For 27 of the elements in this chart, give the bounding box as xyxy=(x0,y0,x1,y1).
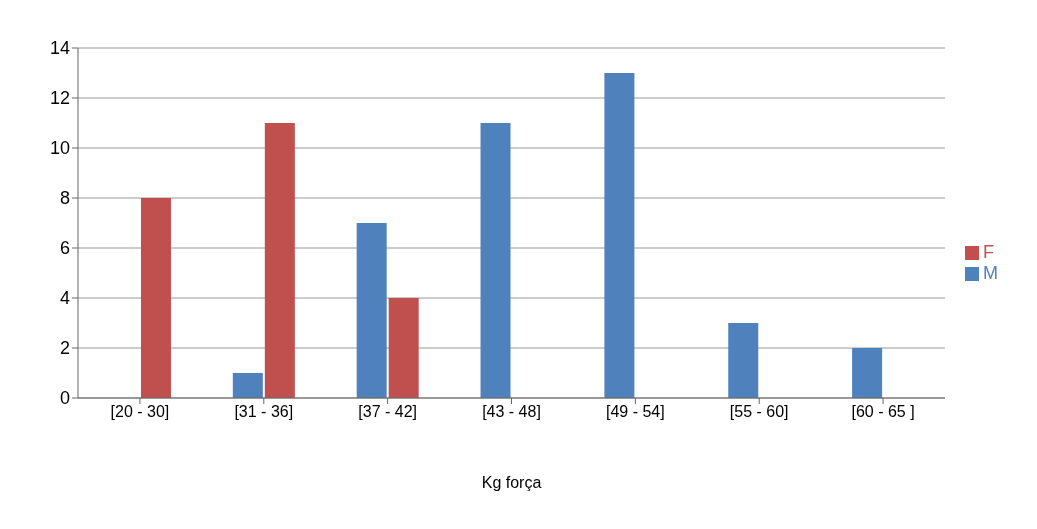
bar xyxy=(480,123,511,398)
y-tick-label: 12 xyxy=(49,88,70,109)
x-tick-label: [31 - 36] xyxy=(234,403,294,421)
x-tick-label: [60 - 65 ] xyxy=(851,403,915,421)
y-tick-label: 4 xyxy=(59,288,70,309)
bar xyxy=(604,73,635,398)
y-tick-label: 6 xyxy=(59,238,70,259)
bar xyxy=(140,198,171,398)
bar xyxy=(728,323,759,398)
y-tick-label: 10 xyxy=(49,138,70,159)
bar xyxy=(852,348,883,398)
x-tick-label: [20 - 30] xyxy=(110,403,170,421)
legend-label: F xyxy=(983,242,994,262)
y-tick-label: 8 xyxy=(59,188,70,209)
x-tick-label: [49 - 54] xyxy=(606,403,665,421)
bar xyxy=(388,298,419,398)
bar xyxy=(356,223,387,398)
y-tick-label: 14 xyxy=(49,38,70,59)
y-tick-label: 2 xyxy=(59,338,70,359)
x-tick-label: [55 - 60] xyxy=(729,403,789,421)
x-axis-title: Kg força xyxy=(481,474,542,491)
bar xyxy=(264,123,295,398)
bar xyxy=(232,373,263,398)
x-tick-label: [37 - 42] xyxy=(358,403,417,421)
legend-label: M xyxy=(983,263,998,283)
x-tick-label: [43 - 48] xyxy=(482,403,541,421)
y-tick-label: 0 xyxy=(59,388,70,409)
